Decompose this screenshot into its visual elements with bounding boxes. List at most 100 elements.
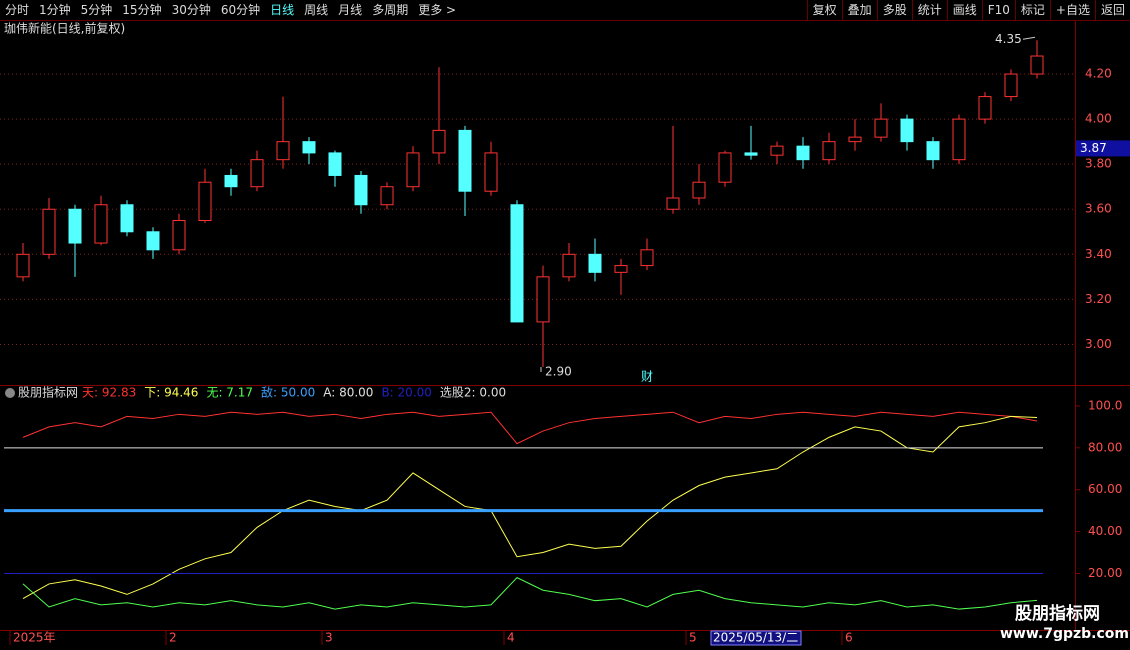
tab[interactable]: 多周期 (372, 3, 409, 17)
y-tick-label: 3.20 (1085, 292, 1112, 306)
candle-body (302, 141, 316, 154)
y-tick-label: 4.20 (1085, 67, 1112, 81)
candle-body (978, 96, 992, 120)
annotation: 财 (641, 370, 653, 384)
candle-body (380, 186, 394, 206)
tab[interactable]: +自选 (1049, 0, 1095, 20)
candle-body (796, 145, 810, 161)
candle-body (614, 265, 628, 273)
candle-body (640, 249, 654, 267)
tab[interactable]: 画线 (946, 0, 982, 20)
cursor-box (710, 630, 802, 646)
candle-body (510, 204, 524, 323)
y-tick-label: 4.00 (1085, 112, 1112, 126)
tab[interactable]: 更多 > (418, 3, 457, 17)
legend-entry: B: 20.00 (381, 386, 431, 400)
tab[interactable]: 月线 (338, 3, 363, 17)
candle-body (354, 174, 368, 206)
candle-body (744, 152, 758, 156)
y-tick-label: 60.00 (1088, 482, 1122, 496)
x-tick-label: 6 (845, 631, 853, 645)
candle-body (1004, 73, 1018, 98)
candle-body (874, 118, 888, 138)
axis-border (1075, 21, 1076, 630)
legend-entry: 无: 7.17 (206, 386, 253, 400)
y-tick-label: 80.00 (1088, 440, 1122, 454)
stock-title: 珈伟新能(日线,前复权) (4, 21, 125, 36)
y-tick-label: 3.60 (1085, 202, 1112, 216)
current-price: 3.87 (1080, 141, 1107, 155)
y-tick-label: 3.00 (1085, 337, 1112, 351)
candle-body (198, 181, 212, 222)
y-tick-label: 100.0 (1088, 398, 1122, 412)
candle-body (952, 118, 966, 161)
x-tick-label: 2025年 (13, 631, 56, 645)
candle-body (718, 152, 732, 183)
candle-body (926, 141, 940, 161)
candle-body (146, 231, 160, 251)
y-tick-label: 3.40 (1085, 247, 1112, 261)
x-tick-label: 2 (169, 631, 177, 645)
cursor-label: 2025/05/13/二 (713, 631, 798, 645)
tab[interactable]: 分时 (5, 3, 30, 17)
candle-body (458, 129, 472, 192)
annotation: 4.35 (995, 32, 1022, 46)
y-tick-label: 40.00 (1088, 524, 1122, 538)
tab[interactable]: 日线 (270, 3, 295, 17)
candle-body (822, 141, 836, 161)
candle-body (1030, 55, 1044, 75)
candle-body (666, 197, 680, 210)
candle-body (900, 118, 914, 143)
tab[interactable]: 标记 (1014, 0, 1050, 20)
x-tick-label: 5 (689, 631, 697, 645)
annotation-arrow (1022, 36, 1036, 40)
tab[interactable]: 多股 (876, 0, 912, 20)
candle-body (692, 181, 706, 199)
annotation: 2.90 (545, 364, 572, 378)
tab[interactable]: 60分钟 (220, 3, 261, 17)
tab[interactable]: F10 (981, 0, 1015, 20)
tab[interactable]: 复权 (806, 0, 842, 20)
legend-entry: 敌: 50.00 (261, 385, 315, 400)
candle-body (224, 174, 238, 188)
candle-body (250, 159, 264, 188)
candle-body (536, 276, 550, 323)
legend-entry: A: 80.00 (323, 386, 373, 400)
current-price-box (1076, 140, 1130, 157)
candle-body (848, 136, 862, 143)
tab[interactable]: 30分钟 (171, 3, 211, 17)
x-tick-label: 4 (507, 631, 515, 645)
panel-border (0, 630, 1130, 631)
candle-body (328, 152, 342, 176)
watermark-url: www.7gpzb.com (1000, 626, 1129, 642)
indicator-line (22, 411, 1038, 445)
tab[interactable]: 统计 (911, 0, 947, 20)
tab[interactable]: 周线 (304, 3, 329, 17)
menu-icon[interactable] (5, 388, 15, 398)
candle-body (68, 208, 82, 244)
toolbar: 分时 1分钟 5分钟 15分钟 30分钟 60分钟 日线 周线 月线 多周期 更多 > 复权 叠加 多股统… (0, 0, 1130, 21)
tab[interactable]: 5分钟 (80, 3, 113, 17)
legend-entry: 天: 92.83 (82, 386, 136, 400)
indicator-line (22, 415, 1038, 600)
candle-body (276, 141, 290, 161)
candle-body (94, 204, 108, 244)
tab[interactable]: 1分钟 (39, 3, 71, 17)
tab[interactable]: 叠加 (841, 0, 877, 20)
candle-body (172, 220, 186, 251)
y-tick-label: 20.00 (1088, 566, 1122, 580)
candle-body (120, 204, 134, 233)
candle-body (406, 152, 420, 188)
legend-entry: 下: 94.46 (144, 386, 198, 400)
legend-entry: 选股2: 0.00 (440, 386, 506, 400)
tab[interactable]: 返回 (1094, 0, 1130, 20)
candle-body (484, 152, 498, 192)
tab[interactable]: 15分钟 (122, 3, 162, 17)
candle-body (588, 253, 602, 273)
watermark-title: 股朋指标网 (1015, 603, 1100, 624)
indicator-line (22, 577, 1038, 610)
candle-body (432, 129, 446, 154)
y-tick-label: 3.80 (1085, 157, 1112, 171)
